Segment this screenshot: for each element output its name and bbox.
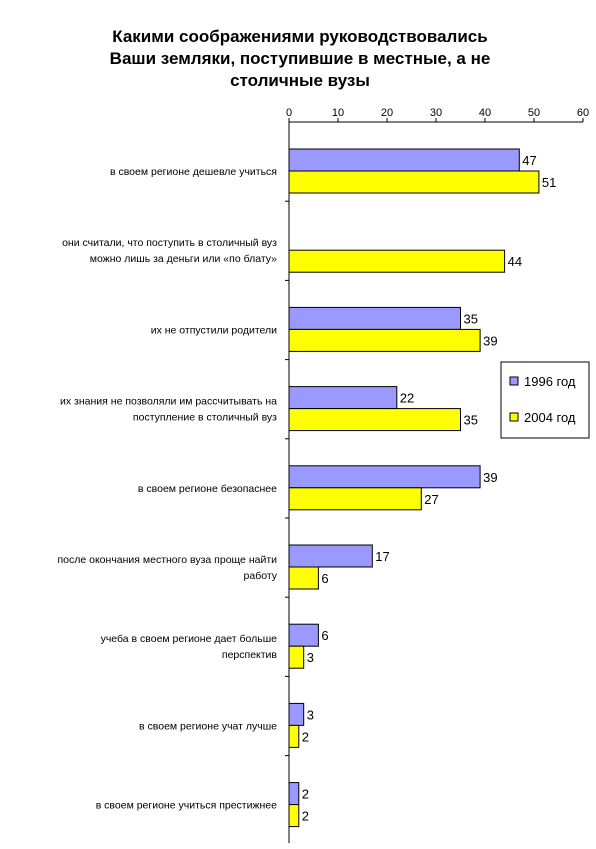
bar-s2-5 <box>288 566 319 590</box>
bar-s1-5 <box>288 544 373 568</box>
data-label-s2-4: 27 <box>424 492 438 507</box>
bar-s1-2 <box>288 306 461 330</box>
data-label-s2-7: 2 <box>302 729 309 744</box>
x-tick-label-2: 20 <box>381 107 393 119</box>
bar-s2-4 <box>288 487 422 511</box>
category-label-3-1: поступление в столичный вуз <box>133 412 277 424</box>
data-label-s1-8: 2 <box>302 787 309 802</box>
data-label-s2-3: 35 <box>464 413 478 428</box>
bar-s2-6 <box>288 645 305 669</box>
data-label-s2-1: 44 <box>508 254 522 269</box>
bar-s2-7 <box>288 724 300 748</box>
bar-s1-0 <box>288 148 520 172</box>
category-label-2-0: их не отпустили родители <box>151 324 277 336</box>
data-label-s2-0: 51 <box>542 175 556 190</box>
x-tick-label-5: 50 <box>528 107 540 119</box>
legend-label-0: 1996 год <box>524 374 576 389</box>
chart-title-line-1: Какими соображениями руководствовались <box>112 27 488 46</box>
bar-s1-6 <box>288 623 319 647</box>
data-label-s1-7: 3 <box>307 707 314 722</box>
legend-swatch-0 <box>509 376 519 386</box>
category-label-5-0: после окончания местного вуза проще найт… <box>57 554 277 566</box>
data-label-s2-5: 6 <box>321 571 328 586</box>
data-label-s1-6: 6 <box>321 628 328 643</box>
category-label-7-0: в своем регионе учат лучше <box>139 720 277 732</box>
category-label-0-0: в своем регионе дешевле учиться <box>110 166 277 178</box>
x-tick-label-0: 0 <box>286 107 292 119</box>
bar-s1-4 <box>288 465 481 489</box>
category-label-6-1: перспектив <box>222 649 278 661</box>
chart-title-line-2: Ваши земляки, поступившие в местные, а н… <box>109 49 491 68</box>
x-tick-label-6: 60 <box>577 107 589 119</box>
bar-s2-1 <box>288 249 506 273</box>
data-label-s1-0: 47 <box>522 153 536 168</box>
category-label-4-0: в своем регионе безопаснее <box>138 483 277 495</box>
category-label-8-0: в своем регионе учиться престижнее <box>96 800 277 812</box>
bar-s1-7 <box>288 702 305 726</box>
data-label-s2-8: 2 <box>302 809 309 824</box>
bar-s2-3 <box>288 408 461 432</box>
category-label-5-1: работу <box>244 570 278 582</box>
legend-label-1: 2004 год <box>524 410 576 425</box>
data-label-s2-6: 3 <box>307 650 314 665</box>
category-label-6-0: учеба в своем регионе дает больше <box>101 633 278 645</box>
bar-s1-8 <box>288 782 300 806</box>
category-label-1-0: они считали, что поступить в столичный в… <box>62 237 277 249</box>
data-label-s1-5: 17 <box>375 549 389 564</box>
x-tick-label-4: 40 <box>479 107 491 119</box>
bar-s2-8 <box>288 804 300 828</box>
data-label-s1-4: 39 <box>483 470 497 485</box>
category-label-1-1: можно лишь за деньги или «по блату» <box>90 253 277 265</box>
x-tick-label-1: 10 <box>332 107 344 119</box>
bar-s2-2 <box>288 328 481 352</box>
chart-title-line-3: столичные вузы <box>230 71 370 90</box>
x-tick-label-3: 30 <box>430 107 442 119</box>
data-label-s1-3: 22 <box>400 391 414 406</box>
data-label-s1-2: 35 <box>464 311 478 326</box>
bar-s1-3 <box>288 386 398 410</box>
bar-s2-0 <box>288 170 540 194</box>
legend-swatch-1 <box>509 412 519 422</box>
legend-box <box>500 361 590 439</box>
category-label-3-0: их знания не позволяли им рассчитывать н… <box>60 396 277 408</box>
data-label-s2-2: 39 <box>483 333 497 348</box>
chart-title: Какими соображениями руководствовались В… <box>60 26 540 92</box>
